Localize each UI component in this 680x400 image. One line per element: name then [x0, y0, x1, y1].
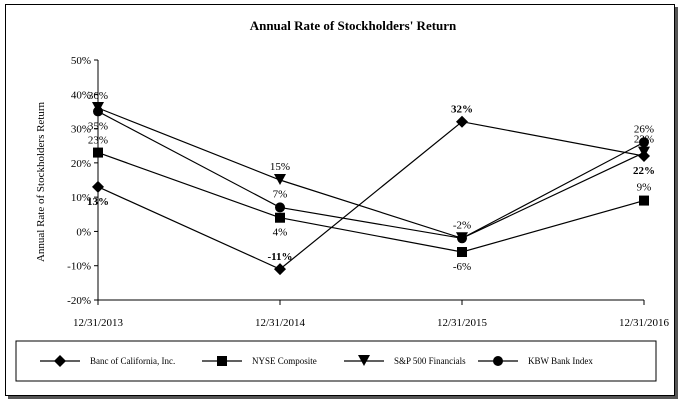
- chart-title: Annual Rate of Stockholders' Return: [250, 18, 457, 33]
- data-point: [274, 174, 286, 185]
- y-tick-label: 10%: [71, 192, 91, 204]
- data-point: [639, 195, 649, 206]
- axes: -20% -10% 0% 10% 20% 30% 40% 50% 12/31/2013 12/31…: [67, 55, 669, 329]
- data-point: [92, 180, 104, 193]
- series-lines: [97, 107, 645, 270]
- series-line-1: [97, 152, 645, 253]
- legend-marker: [493, 356, 503, 366]
- data-label: 36%: [88, 90, 108, 102]
- data-label: -6%: [453, 261, 471, 273]
- data-label: -2%: [453, 219, 471, 231]
- y-tick-label: -20%: [67, 295, 91, 307]
- y-tick-label: 0%: [76, 226, 91, 238]
- series-line-3: [97, 110, 645, 239]
- legend-label: S&P 500 Financials: [394, 356, 466, 366]
- data-label: 23%: [634, 134, 654, 146]
- series-line-0: [97, 121, 645, 270]
- legend-label: KBW Bank Index: [528, 356, 593, 366]
- data-point: [456, 115, 468, 128]
- data-label: 32%: [451, 104, 473, 116]
- data-point: [274, 263, 286, 276]
- legend-marker: [358, 355, 370, 366]
- data-point: [638, 146, 650, 158]
- y-tick-label: 30%: [71, 124, 91, 136]
- data-label: 13%: [87, 196, 109, 208]
- data-label: 23%: [88, 135, 108, 147]
- data-point: [639, 137, 649, 148]
- data-point: [275, 202, 285, 213]
- data-label: 9%: [637, 182, 652, 194]
- data-point: [275, 212, 285, 223]
- legend-label: NYSE Composite: [252, 356, 317, 366]
- data-labels: 13% -11% 32% 22% 23% 4% -6% 9% 36% 15% -2% 23% 35% 7%…: [87, 90, 655, 273]
- data-label: 4%: [273, 227, 288, 239]
- x-tick-label: 12/31/2014: [255, 317, 306, 329]
- legend-box: [15, 340, 657, 382]
- data-point: [93, 106, 103, 117]
- y-tick-label: 20%: [71, 158, 91, 170]
- x-tick-label: 12/31/2015: [437, 317, 488, 329]
- x-tick-label: 12/31/2013: [73, 317, 124, 329]
- legend-marker: [54, 355, 66, 367]
- x-tick-label: 12/31/2016: [619, 317, 670, 329]
- legend-marker: [217, 356, 227, 366]
- series-markers: [92, 102, 650, 276]
- y-tick-label: 50%: [71, 55, 91, 67]
- y-axis-label: Annual Rate of Stockholders Return: [35, 101, 47, 262]
- data-point: [457, 247, 467, 257]
- data-point: [93, 147, 103, 158]
- data-label: 26%: [634, 123, 654, 135]
- data-point: [457, 233, 467, 244]
- data-label: -11%: [267, 251, 292, 263]
- legend-label: Banc of California, Inc.: [90, 356, 175, 366]
- chart-frame: [5, 4, 675, 396]
- y-tick-label: -10%: [67, 261, 91, 273]
- y-tick-label: 40%: [71, 89, 91, 101]
- data-label: 22%: [633, 165, 655, 177]
- data-label: 7%: [273, 188, 288, 200]
- data-label: 15%: [270, 161, 290, 173]
- legend: Banc of California, Inc. NYSE Composite S&…: [15, 340, 657, 382]
- series-line-2: [97, 107, 645, 239]
- data-label: 35%: [88, 120, 108, 132]
